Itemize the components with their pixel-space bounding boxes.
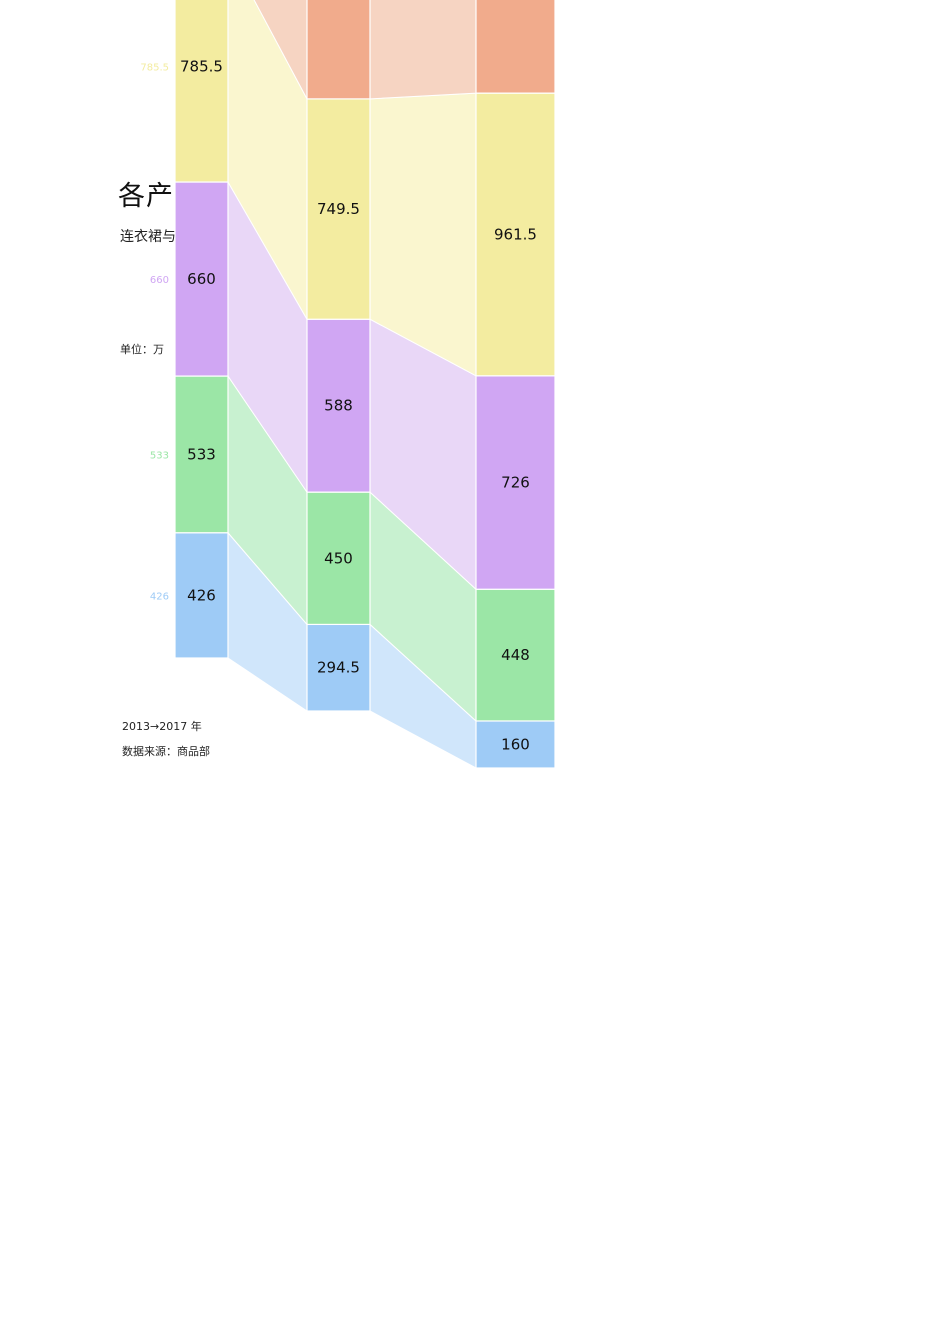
segment-label: 961.5 <box>494 225 537 243</box>
side-value-label: 426 <box>150 591 169 602</box>
segment-label: 749.5 <box>317 200 360 218</box>
bar-segment <box>475 720 556 769</box>
flow-band <box>369 0 477 100</box>
bar-segment <box>306 491 371 626</box>
unit-label: 单位：万 <box>120 343 164 356</box>
data-source-note: 数据来源：商品部 <box>122 745 210 758</box>
bar-segment <box>306 98 371 320</box>
segment-label: 160 <box>501 735 530 753</box>
side-value-label: 533 <box>150 450 169 461</box>
bar-segment <box>174 532 229 659</box>
segment-label: 294.5 <box>317 659 360 677</box>
segment-label: 426 <box>187 586 216 604</box>
side-value-label: 660 <box>150 275 169 286</box>
segment-label: 660 <box>187 270 216 288</box>
segment-label: 726 <box>501 474 530 492</box>
bar-segment <box>174 0 229 183</box>
year-range-note: 2013→2017 年 <box>122 720 202 733</box>
bar-segment <box>475 92 556 377</box>
segment-label: 450 <box>324 549 353 567</box>
bar-segment <box>174 375 229 534</box>
bar-segment <box>475 375 556 590</box>
bar-segment <box>174 181 229 377</box>
segment-label: 448 <box>501 646 530 664</box>
side-value-label: 785.5 <box>140 63 169 74</box>
bar-segment <box>306 318 371 493</box>
segment-label: 533 <box>187 445 216 463</box>
segment-label: 588 <box>324 397 353 415</box>
bar-segment <box>475 588 556 722</box>
segment-label: 785.5 <box>180 58 223 76</box>
bar-segment <box>306 0 371 100</box>
bar-segment <box>475 0 556 94</box>
